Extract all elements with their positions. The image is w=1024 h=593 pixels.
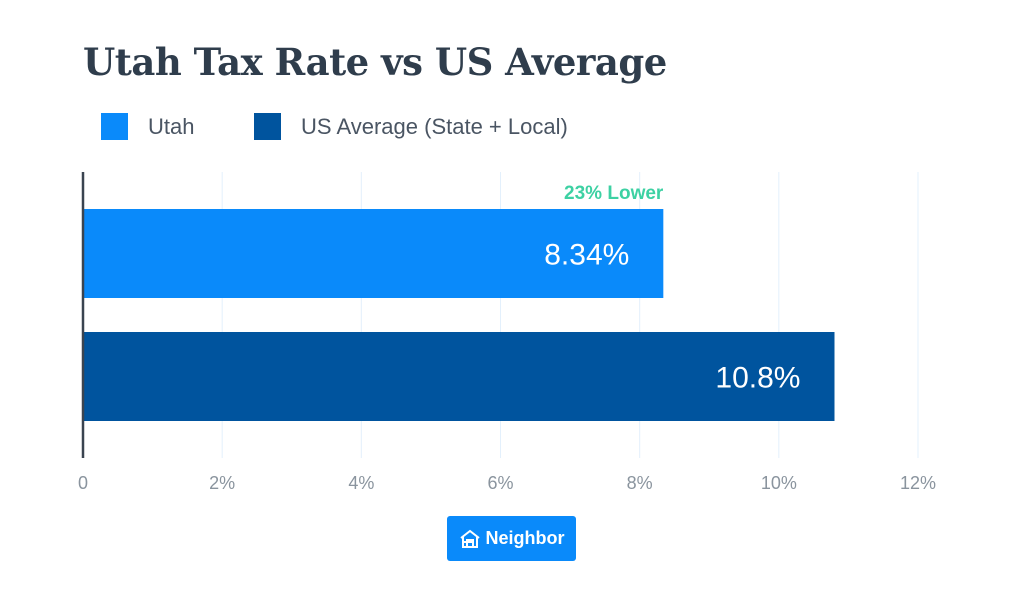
chart-title: Utah Tax Rate vs US Average: [83, 40, 667, 84]
x-tick-label: 8%: [627, 473, 653, 493]
x-tick-label: 6%: [487, 473, 513, 493]
x-tick-label: 0: [78, 473, 88, 493]
difference-annotation: 23% Lower: [564, 183, 664, 204]
legend-label: Utah: [148, 113, 195, 139]
bar-value-label: 10.8%: [715, 362, 800, 395]
legend-swatch: [101, 113, 128, 140]
legend-swatch: [254, 113, 281, 140]
x-tick-label: 4%: [348, 473, 374, 493]
bar-us-average: [83, 332, 835, 421]
x-tick-label: 12%: [900, 473, 936, 493]
legend-item-us-average: US Average (State + Local): [254, 113, 568, 140]
logo-text: Neighbor: [485, 528, 565, 548]
x-tick-label: 10%: [761, 473, 797, 493]
neighbor-logo: Neighbor: [447, 516, 576, 561]
x-tick-label: 2%: [209, 473, 235, 493]
bar-utah: [83, 209, 664, 298]
legend-label: US Average (State + Local): [301, 113, 568, 139]
house-icon: [459, 529, 480, 548]
bar-value-label: 8.34%: [544, 239, 629, 272]
legend-item-utah: Utah: [101, 113, 194, 140]
